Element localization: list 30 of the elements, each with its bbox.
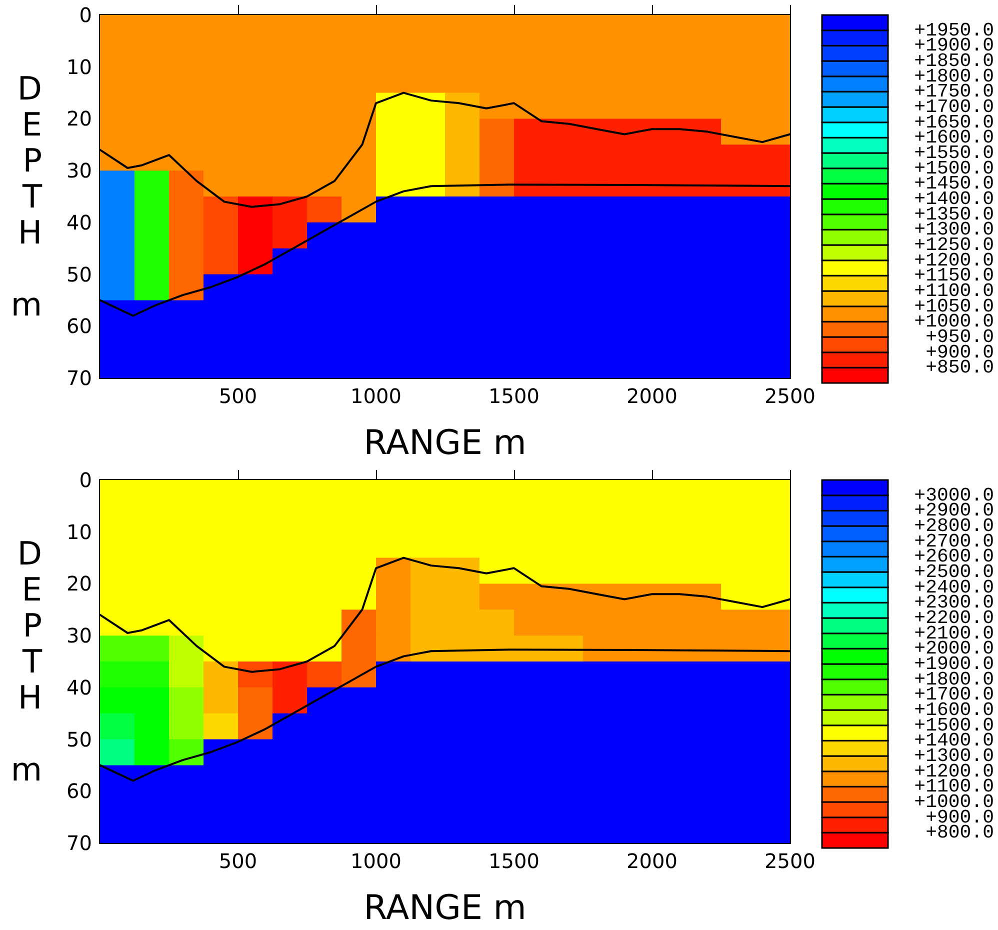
y-tick-label: 30	[66, 158, 92, 183]
y-tick-label: 60	[66, 779, 92, 804]
y-tick-label: 70	[66, 831, 92, 855]
x-axis-title: RANGE m	[364, 423, 526, 463]
y-tick-label: 60	[66, 314, 92, 338]
x-axis-title: RANGE m	[364, 888, 526, 928]
y-tick-label: 10	[66, 520, 92, 544]
x-tick-label: 1500	[488, 384, 540, 408]
x-tick-label: 1000	[350, 849, 402, 873]
y-tick-label: 50	[66, 727, 92, 752]
x-tick-label: 2500	[764, 384, 816, 408]
y-tick-label: 20	[66, 106, 92, 131]
y-tick-label: 0	[79, 3, 92, 27]
y-axis-title: DEPTH m	[10, 70, 42, 324]
y-tick-label: 10	[66, 54, 92, 79]
x-tick-label: 2500	[764, 849, 816, 873]
y-tick-label: 40	[66, 675, 92, 700]
y-tick-label: 70	[66, 366, 92, 390]
y-tick-label: 40	[66, 210, 92, 234]
y-tick-label: 20	[66, 572, 92, 596]
x-tick-label: 500	[218, 849, 258, 873]
x-tick-label: 1000	[350, 384, 402, 408]
x-tick-label: 2000	[626, 384, 678, 408]
x-tick-label: 2000	[626, 849, 678, 873]
y-axis-title: DEPTH m	[10, 534, 42, 788]
x-tick-label: 1500	[488, 849, 540, 873]
y-tick-label: 0	[79, 468, 92, 492]
x-tick-label: 500	[218, 384, 258, 408]
y-tick-label: 30	[66, 624, 92, 648]
y-tick-label: 50	[66, 262, 92, 286]
